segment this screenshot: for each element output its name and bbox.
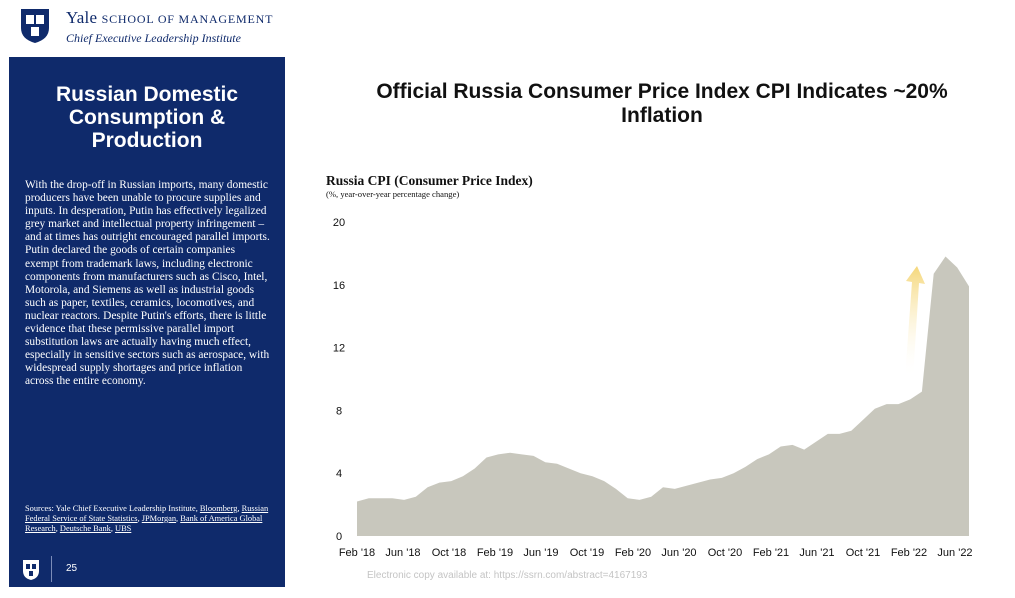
source-link-bloomberg[interactable]: Bloomberg [199, 504, 238, 513]
yale-text: Yale [66, 8, 98, 27]
sidebar-body-text: With the drop-off in Russian imports, ma… [25, 179, 270, 388]
source-link-deutsche-bank[interactable]: Deutsche Bank [59, 524, 111, 533]
yale-shield-small-icon [23, 560, 39, 580]
y-tick-label: 20 [333, 217, 345, 229]
cpi-area-series [357, 256, 969, 536]
x-tick-label: Feb '19 [477, 547, 513, 559]
source-link-jpmorgan[interactable]: JPMorgan [141, 514, 177, 523]
y-tick-label: 8 [336, 405, 342, 417]
sidebar-panel: Russian Domestic Consumption & Productio… [9, 57, 285, 587]
x-tick-label: Feb '20 [615, 547, 651, 559]
inflation-up-arrow [905, 266, 925, 378]
x-tick-label: Jun '22 [937, 547, 972, 559]
x-tick-label: Oct '21 [846, 547, 881, 559]
yale-wordmark: Yale SCHOOL OF MANAGEMENT [66, 8, 273, 28]
page-number: 25 [66, 563, 78, 574]
x-tick-label: Feb '22 [891, 547, 927, 559]
yale-shield-logo [21, 9, 49, 43]
institute-name: Chief Executive Leadership Institute [66, 31, 241, 45]
sidebar-title: Russian Domestic Consumption & Productio… [55, 83, 239, 152]
main-title: Official Russia Consumer Price Index CPI… [376, 80, 948, 127]
x-tick-label: Jun '20 [661, 547, 696, 559]
x-tick-label: Oct '19 [570, 547, 605, 559]
y-tick-label: 16 [333, 280, 345, 292]
x-tick-label: Jun '18 [385, 547, 420, 559]
sources-prefix: Sources: Yale Chief Executive Leadership… [25, 504, 200, 513]
footer-divider [51, 556, 52, 582]
source-link-rosstat[interactable]: Russian Federal Service of State Statist… [25, 504, 269, 523]
x-tick-label: Feb '21 [753, 547, 789, 559]
y-tick-label: 0 [336, 531, 342, 543]
sources-note: Sources: Yale Chief Executive Leadership… [25, 504, 269, 533]
chart-subtitle: (%, year-over-year percentage change) [326, 189, 460, 199]
y-tick-label: 4 [336, 468, 342, 480]
y-tick-label: 12 [333, 343, 345, 355]
electronic-copy-note: Electronic copy available at: https://ss… [367, 570, 648, 581]
x-tick-label: Jun '21 [799, 547, 834, 559]
chart-title: Russia CPI (Consumer Price Index) [326, 173, 533, 188]
x-tick-label: Oct '18 [432, 547, 467, 559]
school-text: SCHOOL OF MANAGEMENT [101, 12, 274, 26]
x-tick-label: Oct '20 [708, 547, 743, 559]
source-link-bofa[interactable]: Bank of America Global Research [25, 514, 263, 533]
x-tick-label: Jun '19 [523, 547, 558, 559]
source-link-ubs[interactable]: UBS [115, 524, 132, 533]
x-tick-label: Feb '18 [339, 547, 375, 559]
